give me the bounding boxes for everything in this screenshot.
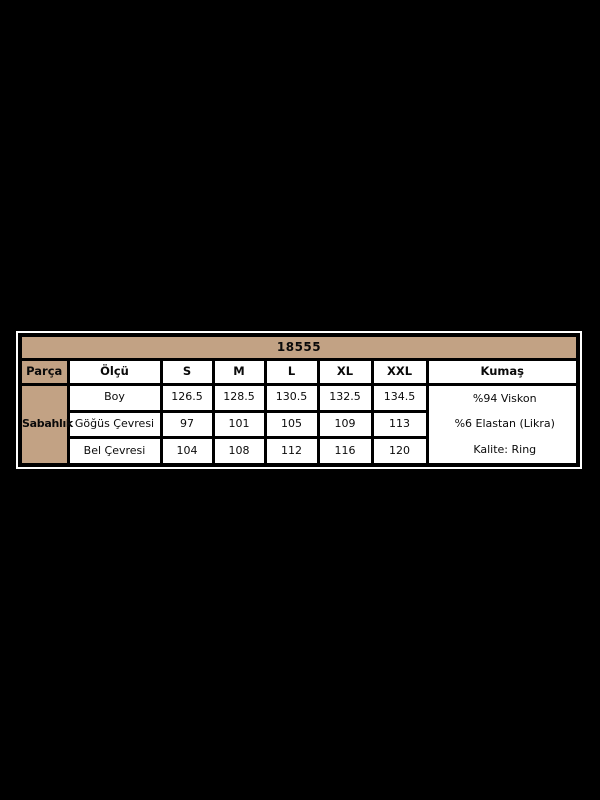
table-row-title: 18555 [18, 333, 580, 361]
table-row-header: Parça Ölçü S M L XL XXL Kumaş [18, 358, 580, 386]
table-row-waist: Bel Çevresi 104 108 112 116 120 [20, 436, 578, 467]
fabric-line-quality: Kalite: Ring [473, 442, 537, 456]
value-cell: 112 [263, 436, 320, 467]
value-cell: 116 [316, 436, 374, 467]
table-row-boy: Sabahlık Boy 126.5 128.5 130.5 132.5 134… [18, 383, 580, 467]
value-cell: 120 [370, 436, 429, 467]
fabric-info-stack: %94 Viskon %6 Elastan (Likra) Kalite: Ri… [429, 386, 577, 463]
measure-label-cell: Göğüs Çevresi [66, 409, 163, 440]
value-cell: 108 [211, 436, 267, 467]
product-code-cell: 18555 [18, 333, 580, 361]
part-name-cell: Sabahlık [18, 383, 73, 467]
column-header-part: Parça [18, 358, 70, 386]
column-header-measure: Ölçü [66, 358, 163, 386]
column-header-fabric: Kumaş [425, 358, 580, 386]
size-chart-table: 18555 Parça Ölçü S M L XL XXL Kumaş Saba… [18, 333, 580, 467]
value-cell: 105 [263, 409, 320, 440]
value-cell: 126.5 [159, 383, 215, 413]
value-cell: 132.5 [316, 383, 374, 413]
table-row-chest: Göğüs Çevresi 97 101 105 109 113 [20, 409, 578, 440]
size-chart-panel: 18555 Parça Ölçü S M L XL XXL Kumaş Saba… [16, 331, 582, 469]
value-cell: 113 [370, 409, 429, 440]
value-cell: 104 [159, 436, 215, 467]
value-cell: 97 [159, 409, 215, 440]
column-header-size-xl: XL [316, 358, 374, 386]
column-header-size-xxl: XXL [370, 358, 429, 386]
value-cell: 134.5 [370, 383, 429, 413]
value-cell: 109 [316, 409, 374, 440]
value-cell: 101 [211, 409, 267, 440]
column-header-size-l: L [263, 358, 320, 386]
fabric-line-viscose: %94 Viskon [472, 391, 537, 405]
value-cell: 130.5 [263, 383, 320, 413]
measure-label-cell: Bel Çevresi [66, 436, 163, 467]
value-cell: 128.5 [211, 383, 267, 413]
column-header-size-m: M [211, 358, 267, 386]
fabric-line-elastane: %6 Elastan (Likra) [454, 417, 555, 431]
measure-label-cell: Boy [66, 383, 163, 413]
column-header-size-s: S [159, 358, 215, 386]
fabric-info-cell: %94 Viskon %6 Elastan (Likra) Kalite: Ri… [425, 383, 580, 467]
